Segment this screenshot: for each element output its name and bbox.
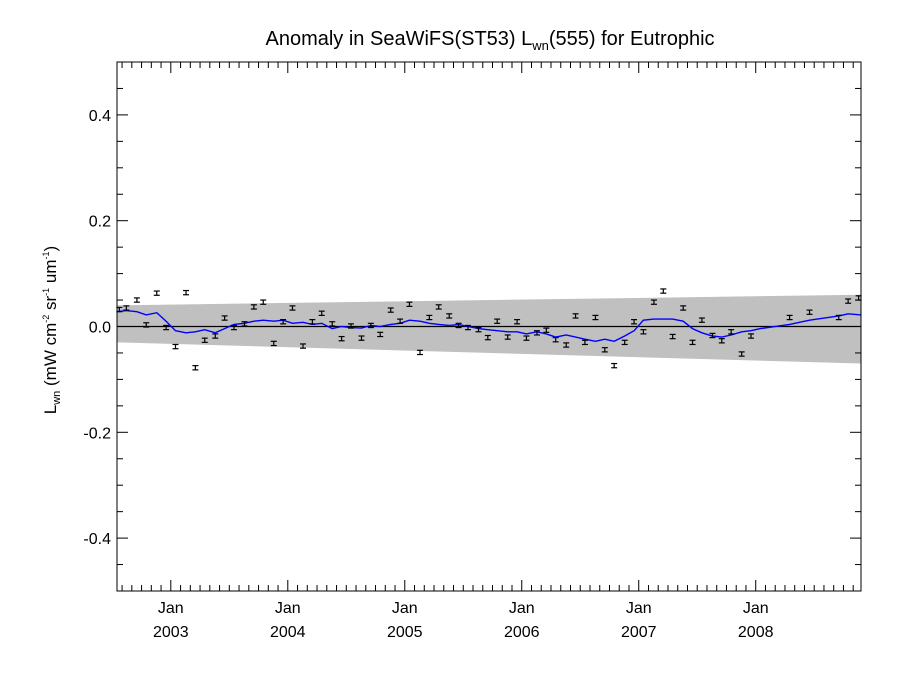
y-axis-ticks: 0.4 0.2 0.0 -0.2 -0.4 [83,61,861,592]
data-point [163,324,170,331]
y-tick-label: -0.4 [83,531,111,548]
data-point [250,304,257,310]
x-tick-label-year: 2008 [738,624,774,641]
data-point [464,324,471,331]
y-tick-label: 0.4 [89,108,111,125]
x-tick-label-year: 2006 [504,624,540,641]
data-point [358,335,365,341]
data-point [318,310,325,316]
data-point [504,334,511,340]
x-tick-label-year: 2004 [270,624,306,641]
x-tick-label-year: 2003 [153,624,189,641]
data-point [435,304,442,310]
data-point [300,343,306,349]
data-point [698,317,705,323]
data-point [514,319,521,325]
data-point [718,338,725,344]
data-point [543,327,550,333]
data-point [475,326,482,333]
data-point [748,333,755,339]
data-point [484,334,491,341]
y-tick-label: 0.0 [89,320,111,337]
x-tick-label-year: 2007 [621,624,657,641]
x-axis-ticks: Jan 2003 Jan 2004 Jan 2005 Jan 2006 Jan 2007 Jan 20… [121,62,854,641]
data-point [183,289,190,296]
x-tick-label-month: Jan [509,600,535,617]
data-point [621,339,628,346]
data-point [230,324,237,331]
data-point [523,335,530,341]
data-point [221,315,228,321]
data-point [280,319,287,325]
data-point [123,305,130,311]
x-tick-label-month: Jan [392,600,418,617]
data-point [367,322,374,329]
data-point [660,288,667,294]
data-point [241,321,248,327]
data-point [347,323,354,329]
x-tick-label-month: Jan [275,600,301,617]
y-tick-label: 0.2 [89,214,111,231]
data-point [153,290,160,296]
data-point [552,337,559,343]
x-tick-label-month: Jan [743,600,769,617]
data-point [631,319,638,325]
data-point [494,318,501,324]
data-point [786,314,793,321]
data-point [289,305,296,311]
data-point [192,365,199,371]
data-point [689,339,696,346]
data-point [397,318,404,324]
data-point [601,347,608,353]
data-point [592,314,599,321]
data-point [426,314,433,321]
data-point [455,322,462,329]
data-point [680,305,687,311]
data-point [387,307,394,313]
y-tick-label: -0.2 [83,425,111,442]
data-point [260,299,267,305]
data-point [270,340,277,347]
data-point [835,314,842,321]
data-point [446,313,453,319]
x-tick-label-year: 2005 [387,624,423,641]
data-point [806,309,813,315]
data-point [143,322,150,328]
data-point [416,349,423,356]
x-tick-label-month: Jan [626,600,652,617]
data-point [709,332,716,339]
data-point [172,343,179,350]
data-point [611,362,618,369]
data-point [572,313,579,319]
data-point [338,335,345,342]
data-point [728,329,735,335]
data-point [329,321,336,327]
data-point [738,351,745,357]
data-point [845,298,852,304]
data-point [669,333,676,340]
data-point [212,333,219,339]
data-point [406,301,413,307]
chart-title: Anomaly in SeaWiFS(ST53) Lwn(555) for Eu… [265,28,715,53]
x-tick-label-month: Jan [158,600,184,617]
data-point [650,299,657,305]
data-point [640,329,647,335]
data-point [581,339,588,346]
data-point [133,297,140,303]
data-point [533,330,540,336]
data-point [377,331,384,338]
data-point [309,319,316,325]
data-point [563,342,570,348]
data-point [201,337,208,343]
